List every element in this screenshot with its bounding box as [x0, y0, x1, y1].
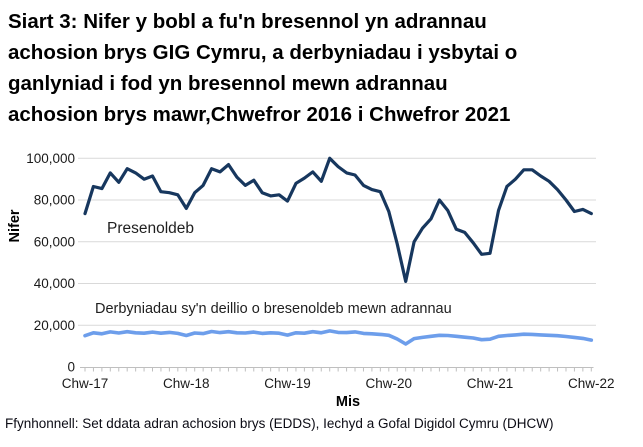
- x-tick-label: Chw-19: [264, 376, 311, 391]
- y-tick-label: 0: [67, 360, 75, 375]
- y-tick-label: 60,000: [34, 234, 75, 249]
- x-tick-label: Chw-22: [568, 376, 615, 391]
- y-tick-label: 40,000: [34, 276, 75, 291]
- presenoldeb-line: [83, 156, 593, 283]
- chart-title-line-3: ganlyniad i fod yn bresennol mewn adrann…: [8, 72, 448, 95]
- y-tick-label: 100,000: [26, 151, 75, 166]
- y-axis-title: Nifer: [7, 209, 23, 242]
- source-note: Ffynhonnell: Set ddata adran achosion br…: [5, 416, 554, 431]
- series-label-presenoldeb: Presenoldeb: [107, 220, 194, 237]
- x-tick-label: Chw-20: [366, 376, 413, 391]
- x-tick-label: Chw-18: [163, 376, 210, 391]
- x-axis-title: Mis: [336, 394, 360, 410]
- chart-title-line-4: achosion brys mawr,Chwefror 2016 i Chwef…: [8, 103, 511, 126]
- x-tick-label: Chw-17: [62, 376, 109, 391]
- y-tick-label: 80,000: [34, 193, 75, 208]
- chart-title: Siart 3: Nifer y bobl a fu'n bresennol y…: [8, 6, 636, 130]
- chart-title-line-2: achosion brys GIG Cymru, a derbyniadau i…: [8, 41, 518, 64]
- y-tick-label: 20,000: [34, 318, 75, 333]
- x-tick-label: Chw-21: [467, 376, 514, 391]
- series-label-derbyniadau: Derbyniadau sy'n deillio o bresenoldeb m…: [95, 301, 452, 317]
- derbyniadau-line: [83, 329, 594, 346]
- chart-title-line-1: Siart 3: Nifer y bobl a fu'n bresennol y…: [8, 10, 487, 33]
